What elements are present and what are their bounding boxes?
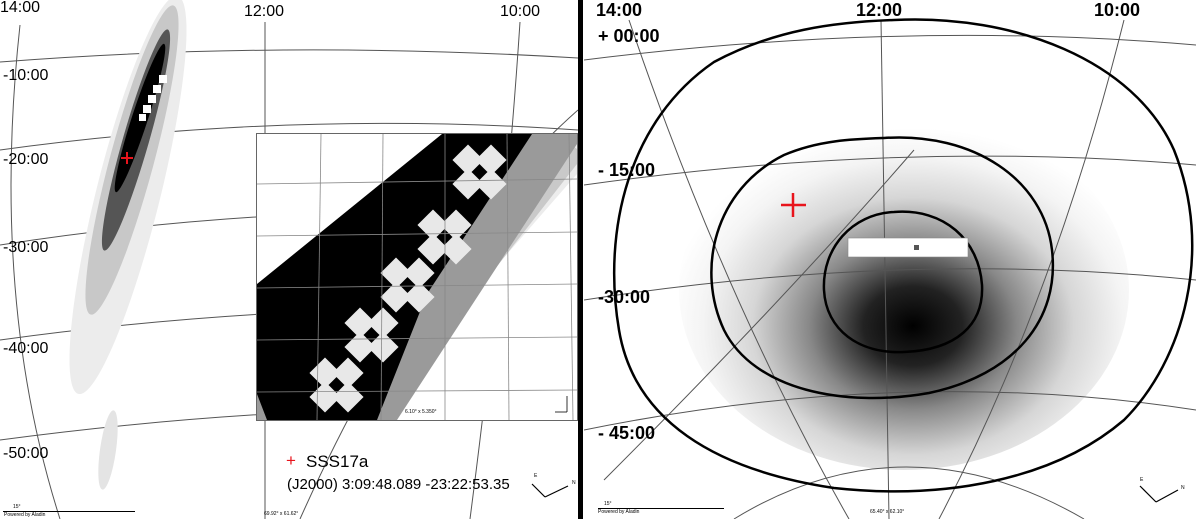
contour-inner (822, 210, 984, 354)
dec-label-00-right: + 00:00 (598, 26, 660, 46)
aladin-credit-right: Powered by Aladin (598, 509, 640, 515)
compass-rose (531, 483, 569, 498)
observed-tiles (847, 237, 969, 258)
sss17a-marker (121, 152, 133, 164)
ra-label-14-right: 14:00 (596, 0, 643, 20)
zoom-inset: 6.10° x 5.350° (256, 133, 578, 421)
fov-label: 69.92° x 61.62° (264, 511, 299, 517)
scale-bar-right (598, 508, 724, 509)
panel-divider (578, 0, 583, 519)
inset-map (257, 134, 577, 420)
right-coordinate-grid (584, 19, 1196, 519)
dec-label-minus10: -10:00 (3, 67, 49, 84)
left-sky-map (0, 0, 578, 519)
dec-label-30-right: -30:00 (598, 287, 651, 307)
contour-middle (710, 136, 1055, 400)
dec-label-minus20: -20:00 (3, 151, 49, 168)
probability-shading (679, 110, 1129, 470)
dec-label-minus50: -50:00 (3, 445, 49, 462)
ra-label-10: 10:00 (500, 3, 541, 20)
inset-grid (257, 134, 577, 420)
scale-label-right: 15° (604, 501, 612, 507)
ra-label-12-right: 12:00 (856, 0, 903, 20)
legend-marker: + (286, 451, 296, 470)
scale-bar (3, 511, 135, 512)
fov-label-right: 65.40° x 62.10° (870, 509, 905, 515)
sss17a-marker-right (781, 193, 806, 217)
ra-label-12: 12:00 (244, 3, 285, 20)
aladin-credit: Powered by Aladin (4, 512, 46, 518)
legend-coordinates: (J2000) 3:09:48.089 -23:22:53.35 (287, 476, 510, 493)
compass-north-right: N (1181, 485, 1185, 491)
compass-east: E (534, 473, 538, 479)
inset-marker (455, 309, 465, 319)
contour-outer (612, 18, 1194, 493)
compass-north: N (572, 480, 576, 486)
skymap-lobe (69, 0, 187, 490)
legend-source-name: SSS17a (306, 452, 369, 471)
dec-label-minus30: -30:00 (3, 239, 49, 256)
dec-label-15-right: - 15:00 (598, 160, 656, 180)
left-sky-panel: 14:00 12:00 10:00 -10:00 -20:00 -30:00 -… (0, 0, 578, 519)
right-sky-panel: 14:00 12:00 10:00 + 00:00 - 15:00 -30:00… (584, 0, 1196, 519)
probability-contours (612, 18, 1194, 493)
ra-label-10-right: 10:00 (1094, 0, 1141, 20)
inset-fov: 6.10° x 5.350° (405, 409, 437, 415)
inset-compass (555, 396, 568, 413)
right-sky-map (584, 18, 1196, 519)
scale-label: 15° (13, 504, 21, 510)
ra-label-14: 14:00 (0, 0, 41, 16)
compass-east-right: E (1140, 477, 1144, 483)
dec-label-minus40: -40:00 (3, 340, 49, 357)
compass-rose-right (1139, 485, 1179, 503)
dec-label-45-right: - 45:00 (598, 423, 656, 443)
